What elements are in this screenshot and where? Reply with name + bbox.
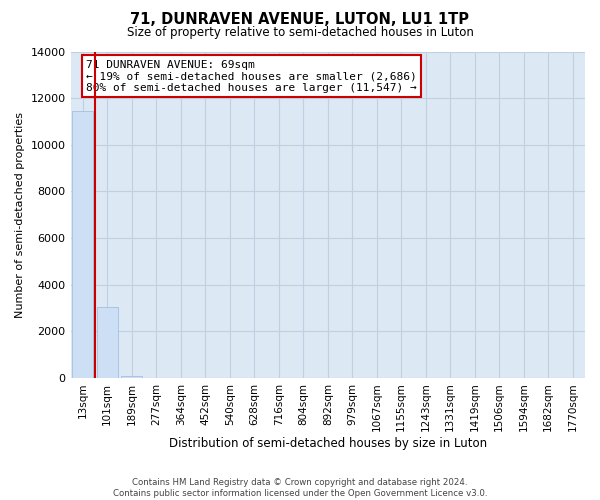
Text: 71 DUNRAVEN AVENUE: 69sqm
← 19% of semi-detached houses are smaller (2,686)
80% : 71 DUNRAVEN AVENUE: 69sqm ← 19% of semi-… [86,60,417,93]
Bar [73,111,93,378]
Text: Contains HM Land Registry data © Crown copyright and database right 2024.
Contai: Contains HM Land Registry data © Crown c… [113,478,487,498]
X-axis label: Distribution of semi-detached houses by size in Luton: Distribution of semi-detached houses by … [169,437,487,450]
Y-axis label: Number of semi-detached properties: Number of semi-detached properties [15,112,25,318]
Bar [97,308,118,378]
Text: 71, DUNRAVEN AVENUE, LUTON, LU1 1TP: 71, DUNRAVEN AVENUE, LUTON, LU1 1TP [131,12,470,28]
Text: Size of property relative to semi-detached houses in Luton: Size of property relative to semi-detach… [127,26,473,39]
Bar [121,376,142,378]
